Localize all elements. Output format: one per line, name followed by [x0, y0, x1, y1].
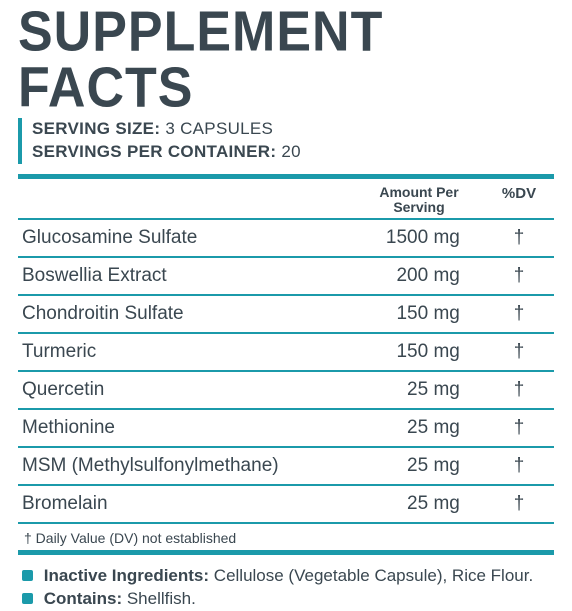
- footer-block: Inactive Ingredients: Cellulose (Vegetab…: [18, 550, 554, 611]
- serving-block: SERVING SIZE: 3 CAPSULES SERVINGS PER CO…: [18, 118, 554, 164]
- ingredient-amount: 25 mg: [354, 379, 484, 401]
- serving-size-value: 3 CAPSULES: [165, 119, 273, 138]
- ingredient-amount: 1500 mg: [354, 227, 484, 249]
- header-amount-line1: Amount Per: [354, 185, 484, 200]
- table-row: Quercetin25 mg†: [18, 370, 554, 408]
- ingredient-name: Bromelain: [18, 493, 354, 515]
- serving-size-line: SERVING SIZE: 3 CAPSULES: [32, 118, 554, 141]
- bullet-icon: [22, 593, 33, 604]
- ingredient-name: MSM (Methylsulfonylmethane): [18, 455, 354, 477]
- ingredient-amount: 150 mg: [354, 303, 484, 325]
- ingredient-amount: 25 mg: [354, 417, 484, 439]
- ingredient-dv: †: [484, 455, 554, 477]
- ingredient-dv: †: [484, 493, 554, 515]
- servings-per-value: 20: [281, 142, 301, 161]
- header-amount-line2: Serving: [354, 200, 484, 215]
- panel-title: SUPPLEMENT FACTS: [18, 4, 554, 116]
- ingredient-name: Turmeric: [18, 341, 354, 363]
- ingredient-name: Methionine: [18, 417, 354, 439]
- ingredient-amount: 150 mg: [354, 341, 484, 363]
- ingredient-name: Chondroitin Sulfate: [18, 303, 354, 325]
- inactive-text: Cellulose (Vegetable Capsule), Rice Flou…: [209, 566, 533, 585]
- header-amount: Amount Per Serving: [354, 185, 484, 214]
- header-dv: %DV: [484, 185, 554, 214]
- table-row: Chondroitin Sulfate150 mg†: [18, 294, 554, 332]
- table-row: Glucosamine Sulfate1500 mg†: [18, 218, 554, 256]
- servings-per-label: SERVINGS PER CONTAINER:: [32, 142, 276, 161]
- ingredient-dv: †: [484, 265, 554, 287]
- dv-footnote: † Daily Value (DV) not established: [18, 524, 554, 550]
- ingredient-dv: †: [484, 341, 554, 363]
- bullet-icon: [22, 570, 33, 581]
- ingredient-name: Quercetin: [18, 379, 354, 401]
- header-blank: [18, 185, 354, 214]
- ingredient-name: Boswellia Extract: [18, 265, 354, 287]
- table-header: Amount Per Serving %DV: [18, 179, 554, 218]
- ingredient-amount: 200 mg: [354, 265, 484, 287]
- ingredient-dv: †: [484, 227, 554, 249]
- table-row: Bromelain25 mg†: [18, 484, 554, 524]
- contains-label: Contains:: [44, 589, 122, 608]
- ingredient-dv: †: [484, 303, 554, 325]
- ingredient-amount: 25 mg: [354, 493, 484, 515]
- servings-per-line: SERVINGS PER CONTAINER: 20: [32, 141, 554, 164]
- ingredient-dv: †: [484, 417, 554, 439]
- ingredient-name: Glucosamine Sulfate: [18, 227, 354, 249]
- ingredient-dv: †: [484, 379, 554, 401]
- inactive-label: Inactive Ingredients:: [44, 566, 209, 585]
- ingredient-rows: Glucosamine Sulfate1500 mg†Boswellia Ext…: [18, 218, 554, 524]
- table-row: MSM (Methylsulfonylmethane)25 mg†: [18, 446, 554, 484]
- table-row: Methionine25 mg†: [18, 408, 554, 446]
- ingredient-amount: 25 mg: [354, 455, 484, 477]
- serving-size-label: SERVING SIZE:: [32, 119, 160, 138]
- table-row: Turmeric150 mg†: [18, 332, 554, 370]
- table-row: Boswellia Extract200 mg†: [18, 256, 554, 294]
- contains-text: Shellfish.: [122, 589, 196, 608]
